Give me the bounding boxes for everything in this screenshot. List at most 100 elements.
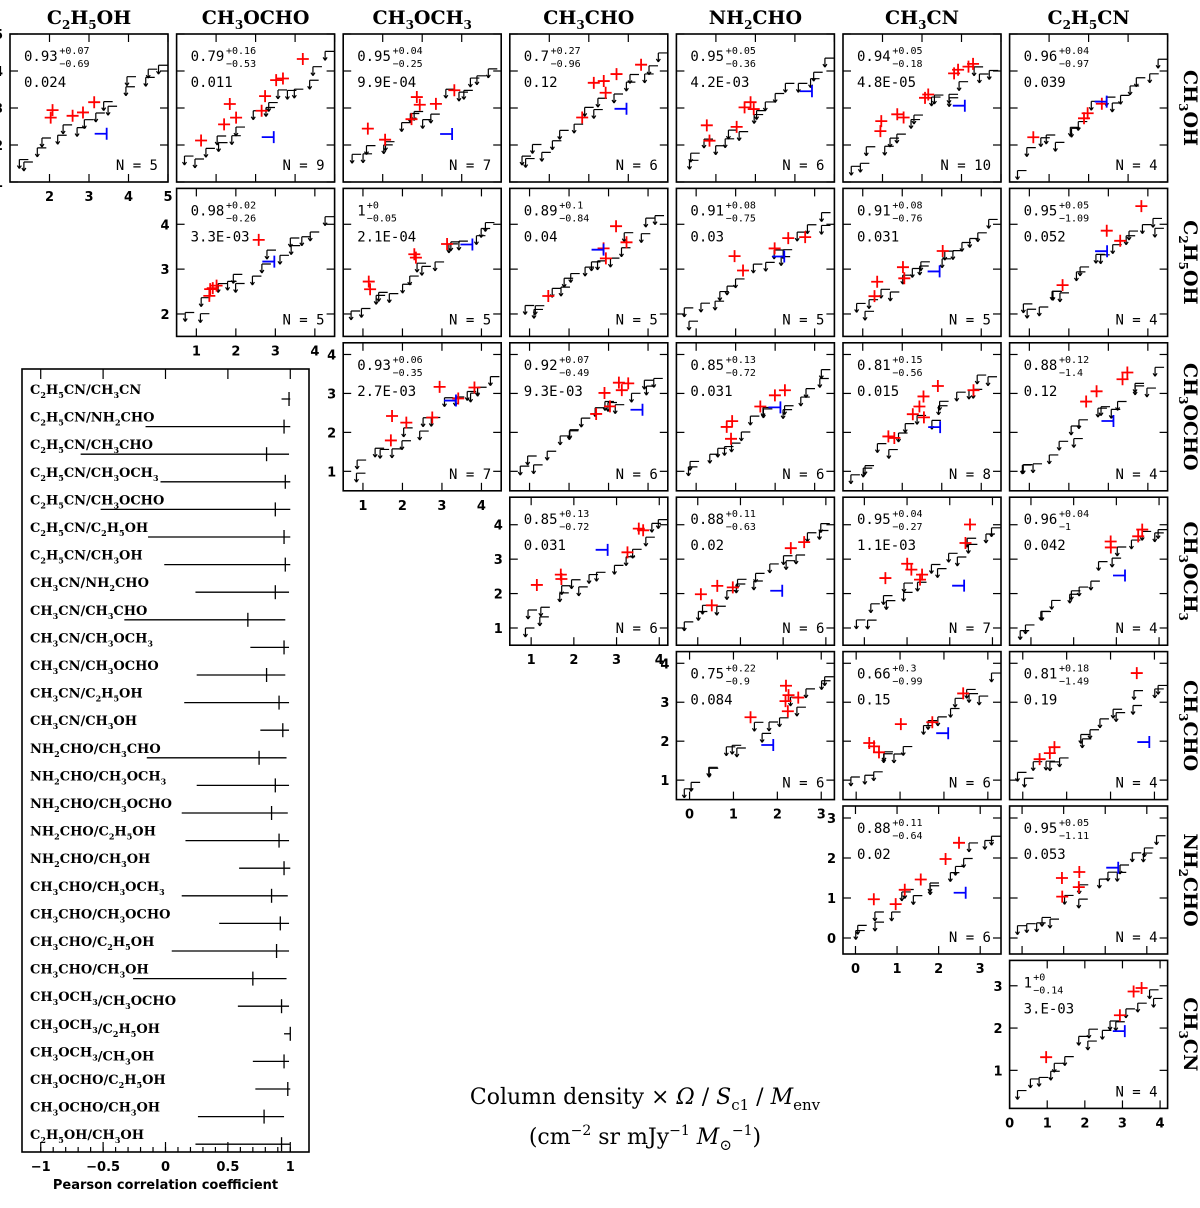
upper-limit-marker [1071,437,1083,448]
detection-marker [784,542,797,555]
panel-frame [675,650,836,801]
x-tick-label: 1 [527,653,536,668]
detection-marker [76,106,89,119]
p-value: 0.031 [857,229,899,245]
correlation-lower-error: −0.36 [726,59,756,70]
upper-limit-marker [1051,1062,1064,1073]
upper-limit-marker [738,431,751,442]
upper-limit-marker [522,304,535,315]
upper-limit-marker [549,287,562,298]
correlation-lower-error: −0.26 [226,213,256,224]
scatter-panel: 0.95 +0.04 −0.27 1.1E-03 N = 7 [842,496,1002,647]
upper-limit-marker [915,581,927,592]
upper-limit-marker [1036,306,1049,317]
detection-marker [1073,865,1086,878]
pair-label: CH3OCH3/CH3OCHO [30,990,176,1011]
upper-limit-marker [482,221,495,232]
detection-marker [894,718,907,731]
upper-limit-marker [891,753,903,764]
detection-marker [896,261,909,274]
upper-limit-marker [1147,989,1159,1000]
upper-limit-marker [819,680,831,691]
detection-marker [276,72,289,85]
row-header: NH2CHO [1176,833,1200,926]
upper-limit-marker [1099,1029,1112,1040]
upper-limit-marker [707,453,719,464]
y-tick-label: 2 [494,588,503,603]
upper-limit-marker [954,556,967,567]
detection-marker [781,705,794,718]
correlation-median: 0.7 [524,49,549,65]
upper-limit-marker [798,396,810,407]
upper-limit-marker [399,122,411,132]
upper-limit-marker [629,392,641,403]
upper-limit-marker [1057,757,1069,768]
upper-limit-marker [982,839,994,850]
y-tick-label: 4 [327,348,336,363]
upper-limit-marker [1056,440,1069,451]
p-value: 0.04 [524,229,558,245]
y-tick-label: 3 [660,696,669,711]
detection-marker [898,272,911,285]
detection-marker [1033,753,1046,766]
correlation-lower-error: −0.56 [892,368,922,379]
detection-marker [779,695,792,708]
scatter-panel: 0.89 +0.1 −0.840.04 N = 5 [508,187,669,338]
y-tick-label: 1 [827,892,836,907]
upper-limit-marker [931,94,944,105]
correlation-lower-error: −0.97 [1059,59,1089,70]
correlation-lower-error: −0.25 [393,59,423,70]
detection-marker [361,122,374,135]
upper-limit-marker [751,113,764,124]
correlation-upper-error: +0.15 [892,355,922,366]
upper-limit-marker [874,443,887,453]
detection-marker [872,746,885,759]
correlation-upper-error: +0.06 [393,355,423,366]
x-tick-label: 2 [398,499,407,514]
upper-limit-marker [145,68,158,79]
correlation-median: 0.91 [857,203,891,219]
upper-limit-marker [182,155,194,166]
upper-limit-marker [124,76,136,86]
scatter-panel: 0.95 +0.05 −1.11 0.053 N = 4 [1008,805,1169,955]
detection-marker [296,52,309,65]
pair-label: CH3CHO/CH3OH [30,963,149,980]
upper-limit-marker [782,82,795,93]
axis-quantity-note: Column density × Ω / Sc1 / Menv (cm−2 sr … [470,1085,821,1154]
upper-limit-marker [853,619,866,630]
upper-limit-marker [1038,137,1050,148]
upper-limit-marker [1015,1089,1027,1100]
upper-limit-marker [901,582,913,593]
molecule-headers: C2H5OH CH3OCHO CH3OCH3 CH3CHO NH2CHO CH3CN C2H… [47,7,1200,1071]
upper-limit-marker [474,75,486,86]
upper-limit-marker [1021,777,1034,788]
pair-label: CH3OCH3/C2H5OH [30,1018,160,1039]
detection-marker [967,384,980,397]
y-tick-label: 4 [660,657,669,672]
upper-limit-marker [638,233,651,244]
scatter-panel: 0.81 +0.18 −1.490.19 N = 4 [1008,650,1169,801]
detection-marker [1104,535,1117,548]
p-value: 0.12 [524,75,558,91]
pair-label: CH3CN/CH3OH [30,714,137,731]
correlation-lower-error: −0.64 [892,831,922,842]
upper-limit-marker [793,554,806,565]
upper-limit-marker [582,266,595,277]
pair-label: CH3CN/CH3OCHO [30,659,159,676]
upper-limit-marker [1057,292,1069,303]
upper-limit-marker [588,261,601,272]
pearson-x-tick-label: 1 [286,1160,295,1175]
p-value: 0.024 [24,75,66,91]
p-value: 1.1E-03 [857,538,916,554]
x-tick-label: 2 [45,190,54,205]
upper-limit-marker [567,429,579,440]
detection-marker [754,400,767,413]
detection-marker [1121,366,1134,379]
detection-marker [898,883,911,896]
sample-size: N = 9 [282,158,324,174]
upper-limit-marker [777,717,789,728]
upper-limit-marker [918,261,930,272]
upper-limit-marker [203,147,215,158]
x-tick-label: 1 [729,808,738,823]
upper-limit-marker [1076,586,1089,597]
